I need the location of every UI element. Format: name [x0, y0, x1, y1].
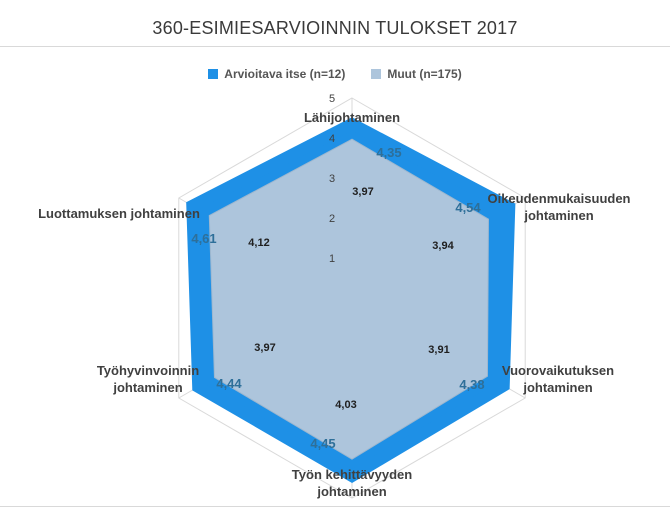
self-value-label-0: 4,35 — [376, 145, 401, 160]
category-label-5-0: Luottamuksen johtaminen — [38, 206, 200, 221]
category-label-0-0: Lähijohtaminen — [304, 110, 400, 125]
category-label-1-0: Oikeudenmukaisuuden — [487, 191, 630, 206]
others-value-label-4: 3,97 — [254, 342, 275, 354]
others-value-label-5: 4,12 — [248, 237, 269, 249]
others-value-label-3: 4,03 — [335, 399, 356, 411]
others-value-label-0: 3,97 — [352, 186, 373, 198]
others-value-label-1: 3,94 — [432, 240, 454, 252]
legend-label-self: Arvioitava itse (n=12) — [224, 67, 346, 81]
legend-label-others: Muut (n=175) — [387, 67, 462, 81]
category-label-2-1: johtaminen — [522, 380, 592, 395]
self-value-label-2: 4,38 — [459, 377, 484, 392]
series-others-area — [208, 138, 489, 460]
tick-label-2: 2 — [329, 213, 335, 225]
self-value-label-1: 4,54 — [455, 200, 481, 215]
tick-label-1: 1 — [329, 253, 335, 265]
self-value-label-5: 4,61 — [191, 231, 216, 246]
category-label-2-0: Vuorovaikutuksen — [502, 363, 614, 378]
bottom-divider — [0, 506, 670, 507]
legend-item-others: Muut (n=175) — [371, 67, 462, 81]
legend-swatch-self — [208, 69, 219, 79]
chart-title: 360-ESIMIESARVIOINNIN TULOKSET 2017 — [152, 18, 518, 38]
tick-label-5: 5 — [329, 93, 335, 105]
title-divider — [0, 46, 670, 47]
category-label-4-1: johtaminen — [112, 380, 182, 395]
legend-swatch-others — [371, 69, 382, 79]
category-label-1-1: johtaminen — [523, 208, 593, 223]
category-label-4-0: Työhyvinvoinnin — [97, 363, 199, 378]
legend: Arvioitava itse (n=12) Muut (n=175) — [0, 67, 670, 81]
tick-label-3: 3 — [329, 173, 335, 185]
legend-item-self: Arvioitava itse (n=12) — [208, 67, 345, 81]
others-value-label-2: 3,91 — [428, 344, 449, 356]
self-value-label-4: 4,44 — [216, 376, 242, 391]
tick-label-4: 4 — [329, 133, 335, 145]
category-label-3-0: Työn kehittävyyden — [292, 467, 412, 482]
self-value-label-3: 4,45 — [310, 436, 335, 451]
category-label-3-1: johtaminen — [316, 484, 386, 499]
